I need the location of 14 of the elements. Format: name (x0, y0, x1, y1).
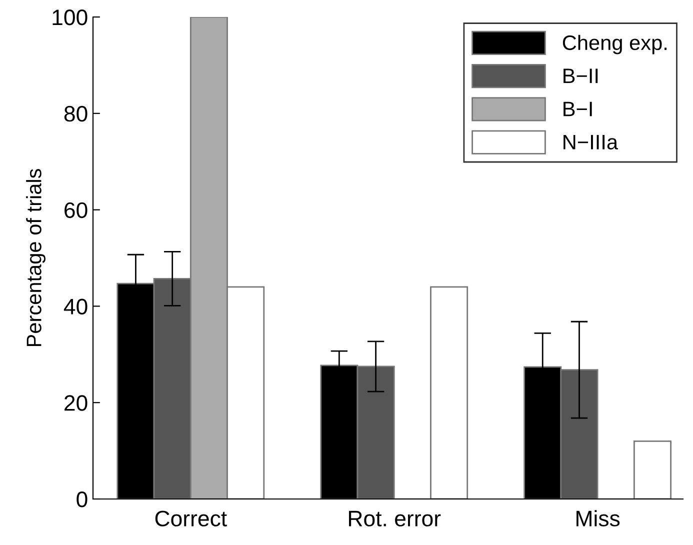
x-tick-label: Rot. error (349, 510, 441, 526)
y-tick-label: 60 (64, 202, 88, 218)
x-tick-label: Miss (576, 510, 620, 526)
y-tick-label: 80 (64, 106, 88, 122)
y-tick-label: 0 (76, 492, 88, 508)
legend-label: B−II (564, 68, 598, 84)
legend-label: B−I (564, 102, 592, 116)
y-tick-label: 20 (64, 395, 88, 411)
x-tick-label: Correct (155, 510, 227, 526)
y-axis-title: Percentage of trials (26, 169, 46, 346)
legend-label: Cheng exp. (562, 34, 667, 54)
legend-label: N−IIIa (564, 134, 618, 150)
y-tick-label: 40 (64, 298, 88, 314)
y-tick-label: 100 (52, 10, 88, 26)
